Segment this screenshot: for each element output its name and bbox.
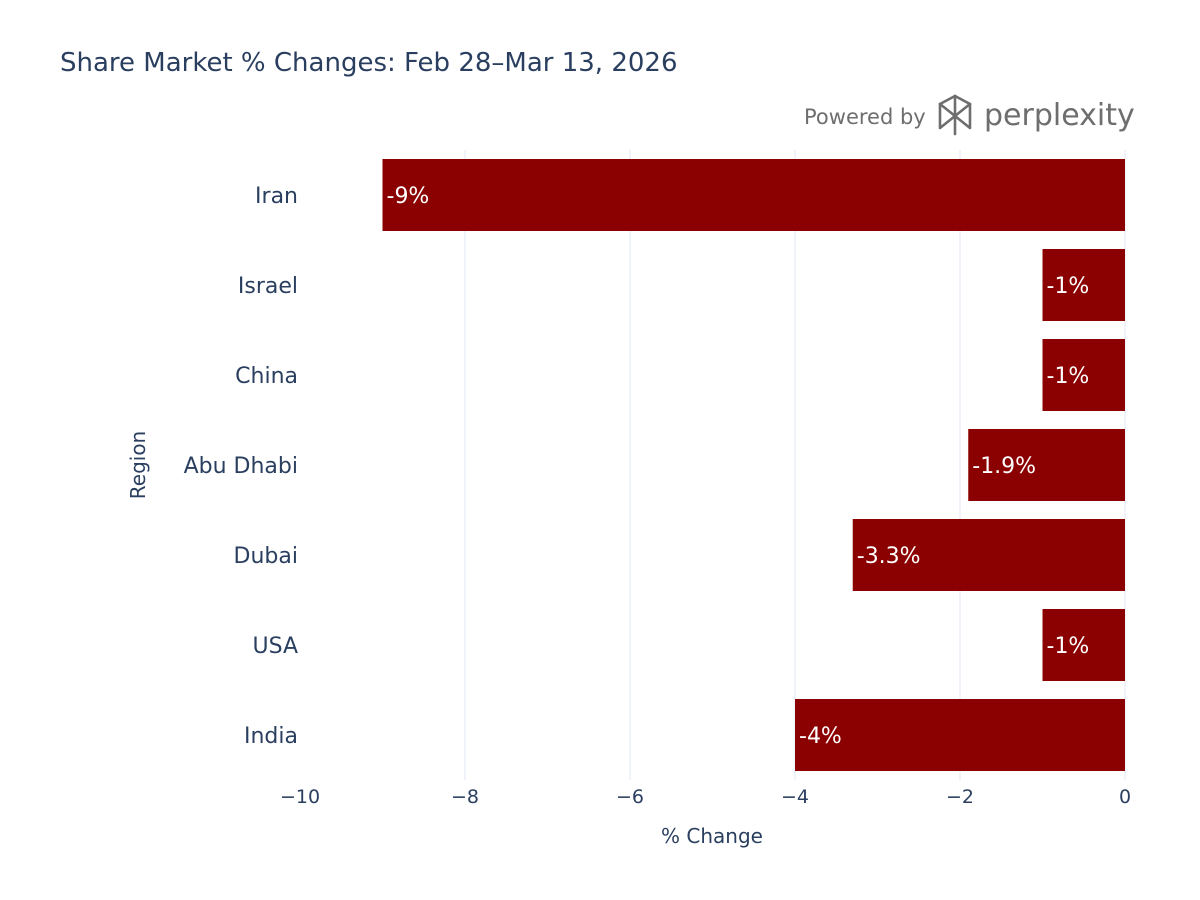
x-tick-label: −2 xyxy=(946,786,974,808)
bar xyxy=(382,159,1125,231)
perplexity-watermark: Powered by perplexity xyxy=(804,94,1134,136)
y-axis-ticks: Iran Israel China Abu Dhabi Dubai USA India xyxy=(184,184,298,749)
x-tick-label: −4 xyxy=(781,786,809,808)
bar-value-label: -3.3% xyxy=(857,544,921,569)
x-tick-label: −8 xyxy=(451,786,479,808)
bar-value-label: -4% xyxy=(799,724,842,749)
bar xyxy=(968,429,1125,501)
bar-value-label: -9% xyxy=(387,184,430,209)
data-labels: -9% -1% -1% -1.9% -3.3% -1% -4% xyxy=(387,184,1090,749)
x-axis-title: % Change xyxy=(661,824,763,848)
bar-value-label: -1% xyxy=(1047,364,1090,389)
y-tick-label: Israel xyxy=(238,274,298,299)
x-axis-ticks: −10 −8 −6 −4 −2 0 xyxy=(280,786,1131,808)
y-axis-title: Region xyxy=(126,431,150,499)
bar xyxy=(1042,609,1125,681)
chart-title: Share Market % Changes: Feb 28–Mar 13, 2… xyxy=(60,48,678,78)
bar-value-label: -1.9% xyxy=(972,454,1036,479)
y-tick-label: Iran xyxy=(255,184,298,209)
bar-value-label: -1% xyxy=(1047,274,1090,299)
bars xyxy=(382,159,1125,771)
y-tick-label: India xyxy=(244,724,298,749)
y-tick-label: China xyxy=(235,364,298,389)
bar xyxy=(852,519,1125,591)
bar xyxy=(795,699,1125,771)
perplexity-logo-icon xyxy=(938,94,972,136)
watermark-brand: perplexity xyxy=(984,98,1134,133)
y-tick-label: Dubai xyxy=(234,544,298,569)
x-tick-label: 0 xyxy=(1119,786,1131,808)
y-tick-label: Abu Dhabi xyxy=(184,454,298,479)
bar xyxy=(1042,249,1125,321)
x-tick-label: −10 xyxy=(280,786,320,808)
watermark-prefix: Powered by xyxy=(804,105,926,129)
x-tick-label: −6 xyxy=(616,786,644,808)
bar xyxy=(1042,339,1125,411)
bar-value-label: -1% xyxy=(1047,634,1090,659)
y-tick-label: USA xyxy=(252,634,298,659)
